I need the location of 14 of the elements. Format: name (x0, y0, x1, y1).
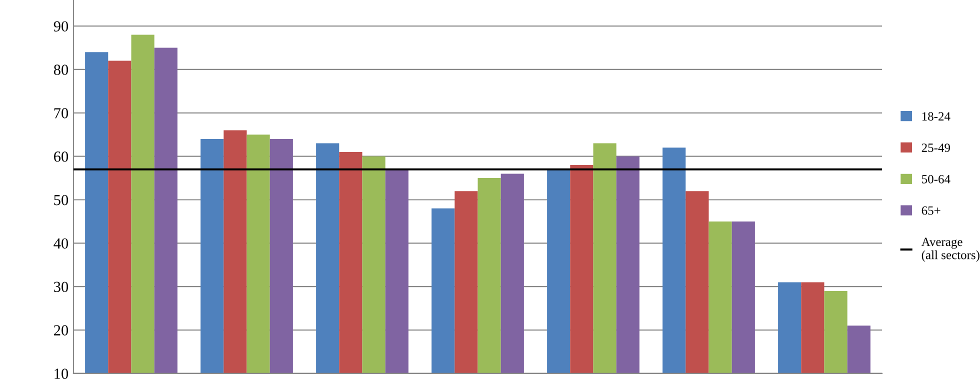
legend-label: 65+ (922, 206, 940, 215)
legend-label: 18-24 (922, 112, 950, 121)
legend-label: 25-49 (922, 144, 950, 152)
y-tick-label: 70 (54, 108, 68, 118)
y-tick-label: 80 (54, 64, 68, 75)
y-tick-label: 30 (54, 282, 68, 292)
y-tick-label: 90 (54, 21, 68, 32)
y-tick-label: 60 (54, 151, 68, 162)
y-tick-label: 40 (54, 238, 68, 249)
legend-label: Average (all sectors) (921, 238, 980, 262)
y-tick-label: 50 (54, 194, 68, 206)
legend-label: 50-64 (922, 174, 950, 184)
y-tick-label: 20 (54, 325, 68, 336)
y-tick-label: 10 (54, 368, 68, 379)
